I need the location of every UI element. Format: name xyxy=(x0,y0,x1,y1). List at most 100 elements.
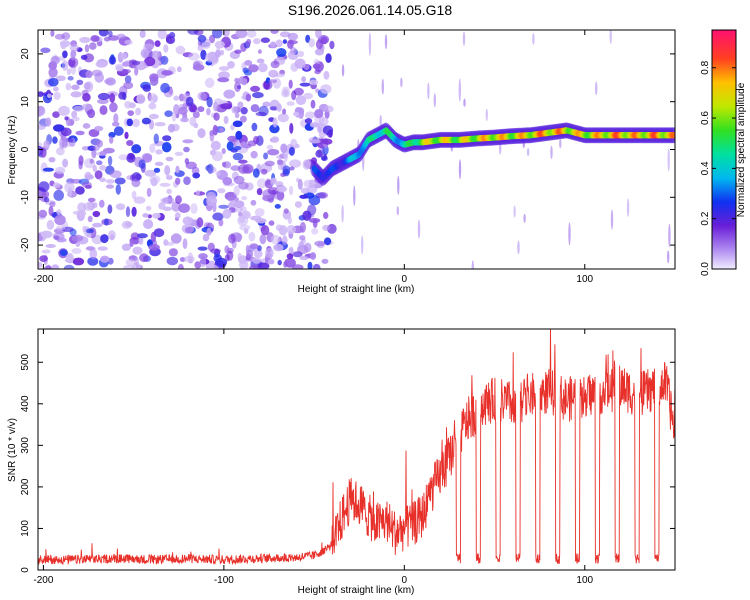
noise-blob xyxy=(85,228,95,234)
noise-blob xyxy=(198,253,208,260)
noise-blob xyxy=(114,177,126,185)
noise-blob xyxy=(215,171,221,177)
noise-blob xyxy=(78,155,84,166)
noise-blob xyxy=(155,149,163,155)
noise-blob xyxy=(213,101,218,112)
noise-blob xyxy=(95,60,107,68)
noise-blob xyxy=(154,40,161,47)
noise-blob xyxy=(54,33,65,40)
noise-blob xyxy=(153,133,159,144)
noise-blob xyxy=(106,184,114,189)
noise-blob xyxy=(140,48,150,59)
noise-blob xyxy=(40,230,53,239)
noise-blob xyxy=(206,108,211,116)
noise-blob xyxy=(46,219,55,230)
noise-blob xyxy=(323,211,329,220)
noise-blob xyxy=(99,199,105,208)
noise-blob xyxy=(178,106,188,115)
noise-streak xyxy=(384,34,388,50)
noise-blob xyxy=(309,122,320,128)
spectrogram-x-tick-label: 100 xyxy=(576,274,593,285)
noise-blob xyxy=(131,190,137,200)
noise-blob xyxy=(218,204,230,209)
noise-blob xyxy=(195,190,200,196)
noise-blob xyxy=(109,170,122,179)
noise-blob xyxy=(240,107,248,115)
noise-blob xyxy=(109,102,118,113)
noise-blob xyxy=(192,64,205,71)
noise-blob xyxy=(130,174,135,182)
noise-blob xyxy=(302,159,311,170)
snr-y-tick-label: 200 xyxy=(20,478,31,495)
noise-blob xyxy=(164,165,171,176)
noise-blob xyxy=(260,168,268,175)
noise-streak xyxy=(485,108,488,122)
noise-blob xyxy=(311,228,319,235)
noise-blob xyxy=(69,44,79,52)
noise-streak xyxy=(341,204,344,223)
noise-blob xyxy=(162,135,172,142)
noise-streak xyxy=(667,250,670,264)
noise-blob xyxy=(80,54,88,60)
noise-streak xyxy=(463,98,466,107)
spectrogram-x-tick-label: 0 xyxy=(402,274,408,285)
noise-blob xyxy=(62,158,69,168)
noise-blob xyxy=(300,187,310,194)
noise-streak xyxy=(471,260,474,269)
noise-blob xyxy=(132,118,141,128)
noise-blob xyxy=(142,213,149,218)
noise-blob xyxy=(266,144,274,150)
noise-blob xyxy=(72,105,84,112)
noise-blob xyxy=(154,161,164,166)
noise-blob xyxy=(205,52,217,63)
noise-blob xyxy=(267,187,279,195)
noise-blob xyxy=(153,167,161,173)
noise-blob xyxy=(286,101,295,106)
noise-blob xyxy=(167,123,175,133)
noise-blob xyxy=(149,143,156,153)
noise-streak xyxy=(400,77,403,88)
noise-blob xyxy=(53,124,65,132)
noise-blob xyxy=(188,52,200,61)
noise-blob xyxy=(227,135,238,142)
noise-blob xyxy=(324,237,332,246)
noise-blob xyxy=(92,165,98,172)
noise-blob xyxy=(177,263,184,269)
noise-blob xyxy=(94,125,104,132)
noise-blob xyxy=(51,264,60,269)
noise-blob xyxy=(256,188,263,196)
noise-streak xyxy=(381,78,384,95)
noise-blob xyxy=(175,45,186,55)
noise-blob xyxy=(157,30,167,40)
noise-blob xyxy=(239,205,247,213)
noise-blob xyxy=(326,130,333,138)
noise-blob xyxy=(124,39,133,45)
snr-x-label: Height of straight line (km) xyxy=(298,585,415,596)
noise-streak xyxy=(458,159,462,180)
noise-blob xyxy=(320,36,328,45)
noise-blob xyxy=(197,44,204,52)
noise-blob xyxy=(139,253,149,263)
noise-blob xyxy=(270,60,280,69)
noise-blob xyxy=(70,91,82,98)
snr-x-tick-label: 0 xyxy=(402,575,408,586)
noise-blob xyxy=(175,165,180,174)
snr-y-tick-label: 100 xyxy=(20,520,31,537)
noise-streak xyxy=(353,185,356,206)
noise-blob xyxy=(148,93,158,104)
noise-blob xyxy=(131,60,141,66)
noise-blob xyxy=(66,68,71,76)
noise-blob xyxy=(277,159,283,166)
noise-blob xyxy=(125,258,136,267)
noise-blob xyxy=(268,79,278,84)
noise-blob xyxy=(56,237,67,243)
noise-blob xyxy=(146,187,152,197)
noise-blob xyxy=(209,131,215,142)
noise-blob xyxy=(130,232,140,240)
noise-blob xyxy=(93,202,98,209)
noise-blob xyxy=(162,206,172,211)
noise-blob xyxy=(232,120,243,128)
noise-blob xyxy=(120,53,128,60)
noise-blob xyxy=(38,209,48,218)
noise-blob xyxy=(235,30,248,39)
